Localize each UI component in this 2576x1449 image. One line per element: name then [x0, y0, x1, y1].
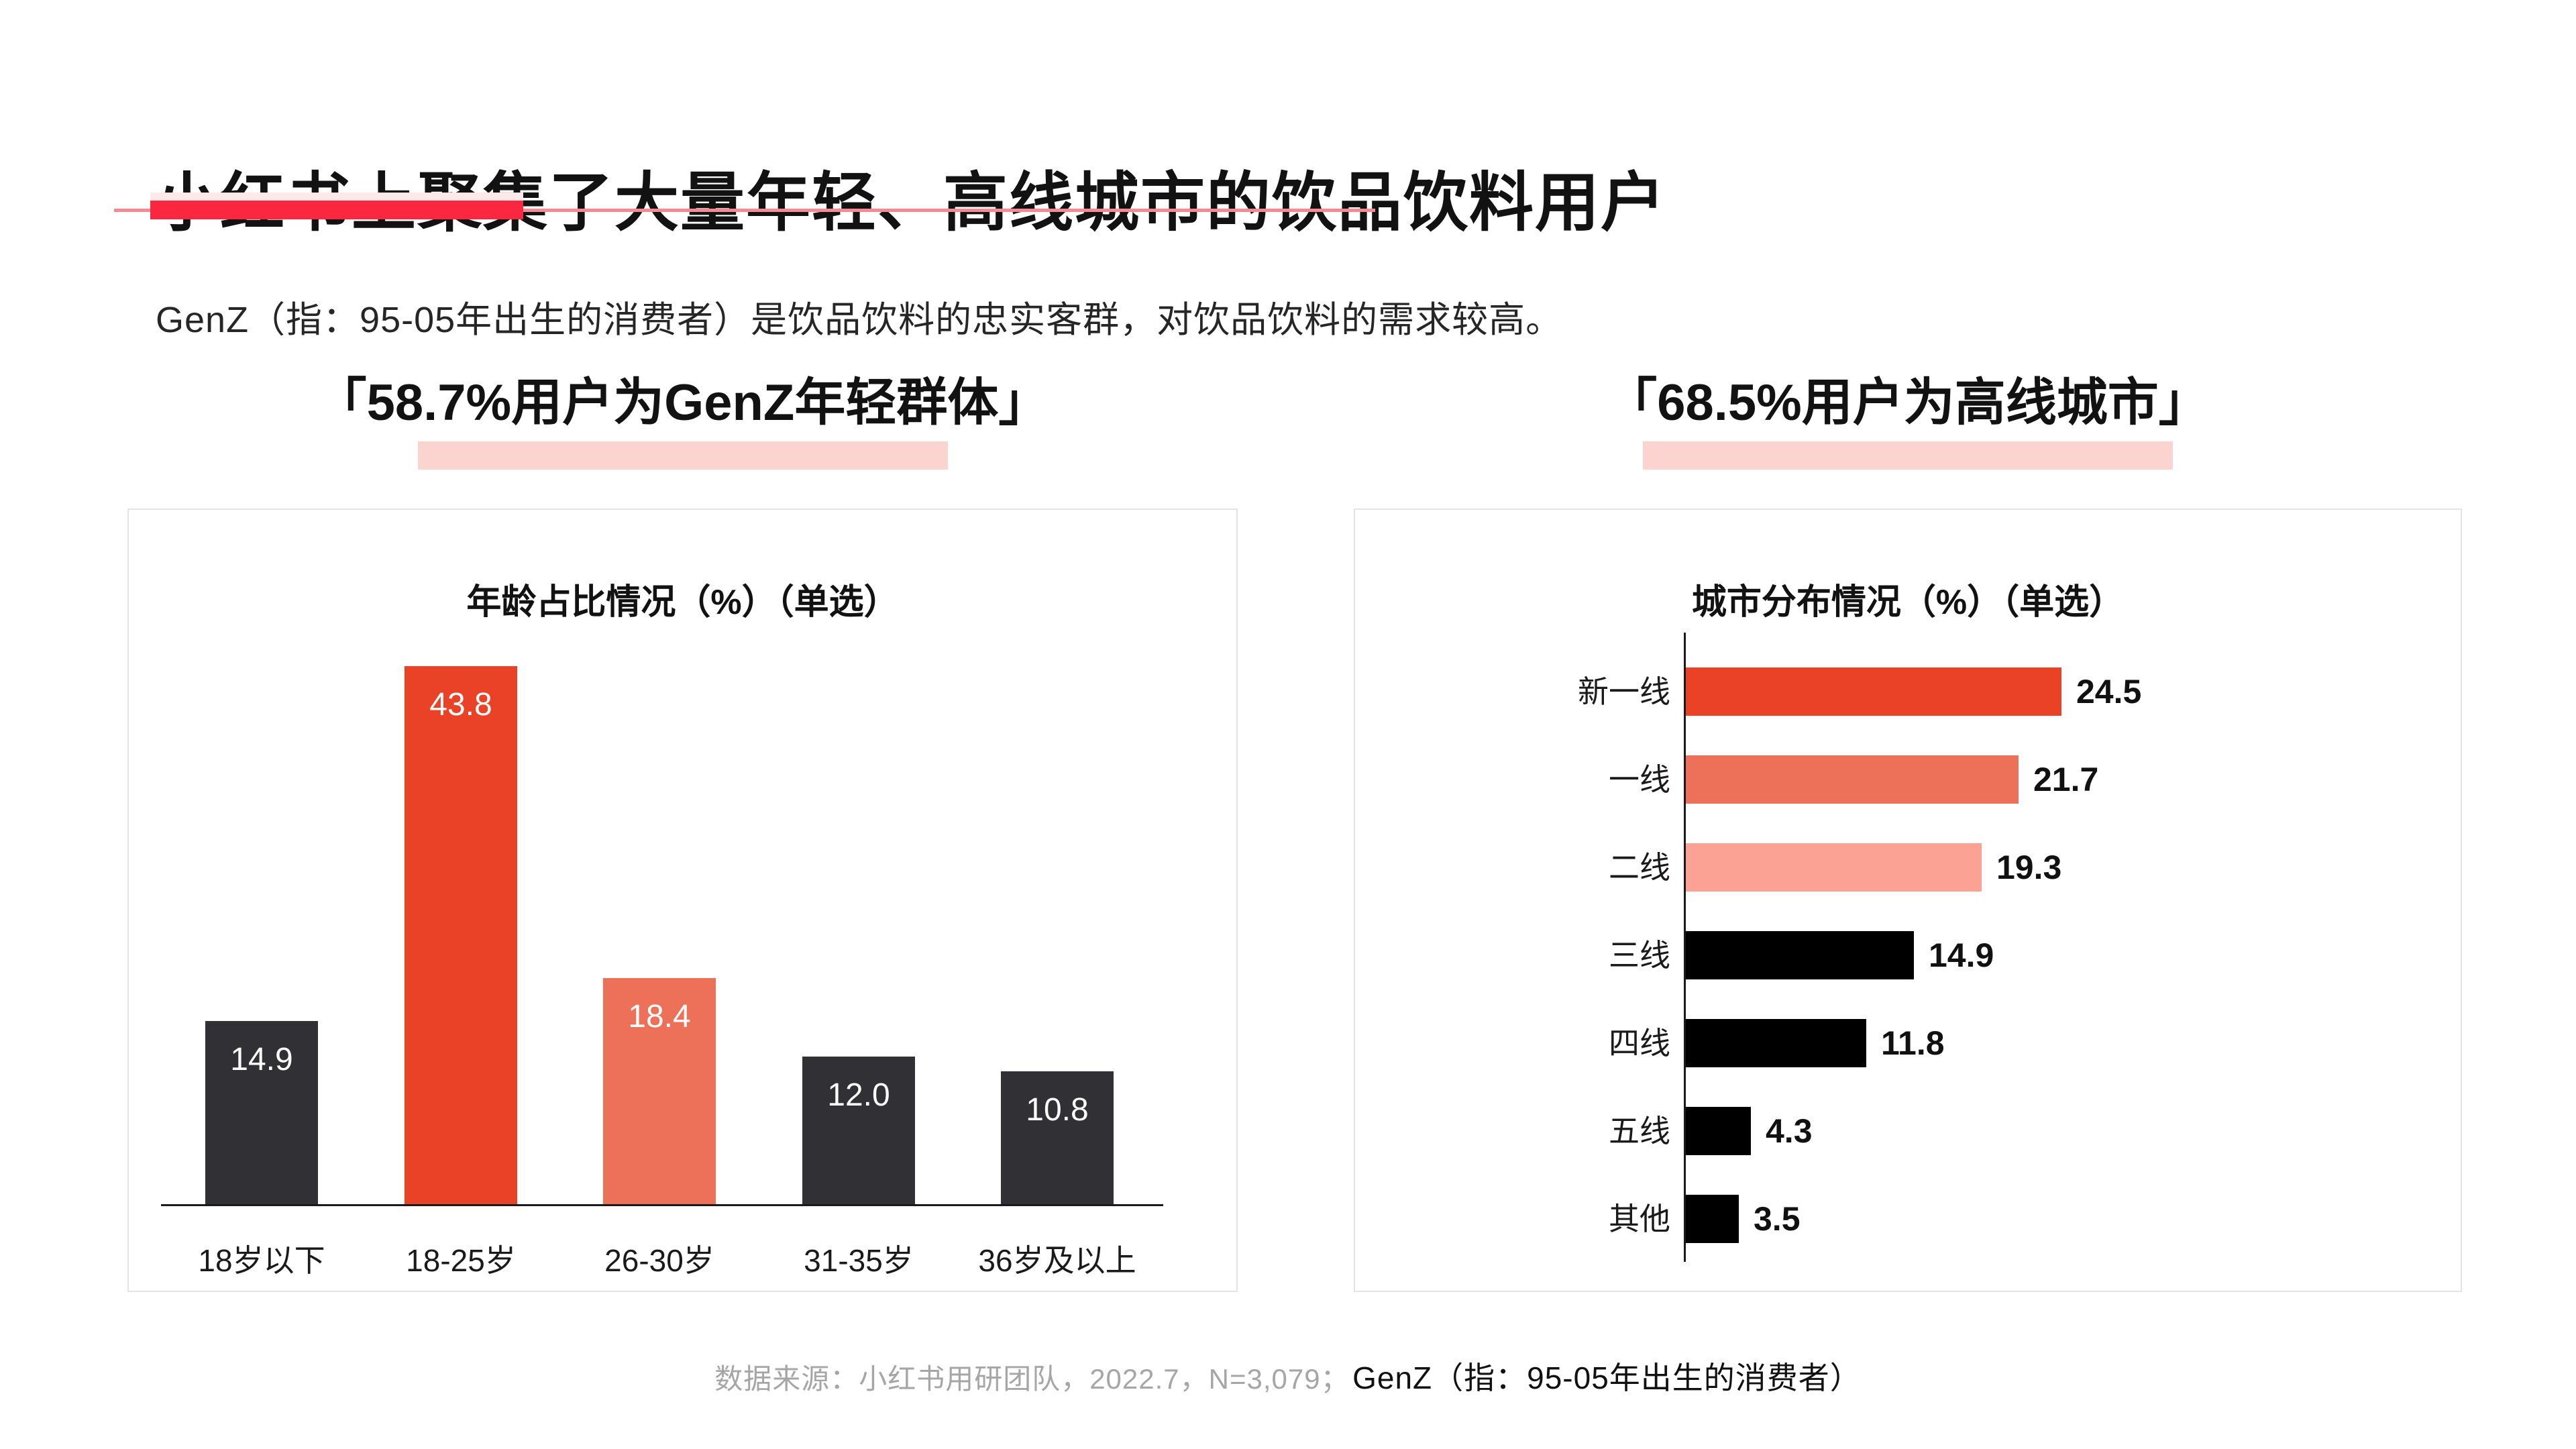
- city-bar: [1685, 1195, 1739, 1243]
- data-source-text: 数据来源：小红书用研团队，2022.7，N=3,079；: [714, 1363, 1350, 1395]
- city-category-label: 一线: [1609, 762, 1670, 797]
- city-bar-value-label: 21.7: [2033, 761, 2099, 798]
- footer: 数据来源：小红书用研团队，2022.7，N=3,079； GenZ（指：95-0…: [0, 1354, 2576, 1398]
- city-bar-value-label: 14.9: [1929, 936, 1994, 974]
- age-chart-title: 年龄占比情况（%）（单选）: [466, 583, 899, 622]
- age-bar-value-label: 43.8: [429, 687, 492, 722]
- age-bar: 12.0: [802, 1057, 915, 1204]
- city-category-label: 新一线: [1578, 674, 1670, 709]
- right-stat-heading-text: 「68.5%用户为高线城市」: [1606, 374, 2210, 431]
- city-bar: [1685, 755, 2019, 804]
- age-category-label: 36岁及以上: [978, 1243, 1136, 1278]
- age-bar-value-label: 14.9: [230, 1042, 293, 1077]
- city-bar-chart: 新一线 24.5 一线 21.7 二线 19.3 三线 14.9 四线 11.8 五线 4.3 其他 3.…: [1355, 510, 2461, 1291]
- city-bar: [1685, 667, 2061, 716]
- city-bar-value-label: 3.5: [1754, 1200, 1801, 1238]
- subtitle: GenZ（指：95-05年出生的消费者）是饮品饮料的忠实客群，对饮品饮料的需求较…: [156, 300, 1563, 340]
- city-category-label: 三线: [1609, 938, 1670, 973]
- left-stat-heading-text: 「58.7%用户为GenZ年轻群体」: [315, 374, 1050, 431]
- title-underline-glow: [150, 193, 523, 201]
- age-chart-x-axis-line: [161, 1204, 1163, 1206]
- age-bar-value-label: 12.0: [827, 1077, 890, 1113]
- age-category-label: 31-35岁: [804, 1243, 914, 1278]
- city-bar-value-label: 11.8: [1881, 1024, 1945, 1062]
- city-chart-title: 城市分布情况（%）（单选）: [1691, 583, 2125, 622]
- age-chart-panel: 年龄占比情况（%）（单选） 14.9 18岁以下 43.8 18-25岁 18.4 26-…: [127, 508, 1238, 1292]
- city-chart-y-axis-line: [1684, 633, 1686, 1262]
- title-underline-thick: [150, 201, 523, 219]
- age-bar-value-label: 10.8: [1026, 1092, 1089, 1128]
- left-stat-heading-highlight: [417, 441, 948, 470]
- city-chart-panel: 城市分布情况（%）（单选） 新一线 24.5 一线 21.7 二线 19.3 三线 14.9 四…: [1354, 508, 2462, 1292]
- age-bar: 43.8: [405, 666, 517, 1204]
- city-category-label: 其他: [1609, 1201, 1670, 1236]
- age-bar-chart: 14.9 18岁以下 43.8 18-25岁 18.4 26-30岁 12.0 31-35岁 1…: [129, 510, 1236, 1291]
- city-bar: [1685, 1019, 1866, 1067]
- age-category-label: 18岁以下: [198, 1243, 325, 1278]
- age-category-label: 18-25岁: [406, 1243, 516, 1278]
- city-bar-value-label: 19.3: [1996, 849, 2062, 886]
- age-bar-value-label: 18.4: [628, 999, 691, 1034]
- city-bar-value-label: 24.5: [2076, 673, 2142, 710]
- genz-definition-text: GenZ（指：95-05年出生的消费者）: [1352, 1360, 1862, 1395]
- city-category-label: 四线: [1609, 1026, 1670, 1061]
- city-category-label: 二线: [1609, 850, 1670, 885]
- city-category-label: 五线: [1609, 1114, 1670, 1148]
- age-bar: 10.8: [1001, 1071, 1114, 1204]
- age-bar: 14.9: [205, 1021, 318, 1204]
- city-bar: [1685, 931, 1914, 979]
- left-stat-heading: 「58.7%用户为GenZ年轻群体」: [127, 361, 1238, 470]
- age-bar: 18.4: [603, 978, 716, 1204]
- city-bar: [1685, 843, 1982, 892]
- city-bar: [1685, 1107, 1751, 1155]
- right-stat-heading-highlight: [1643, 441, 2173, 470]
- title-underline-thin: [114, 209, 1375, 212]
- age-category-label: 26-30岁: [604, 1243, 714, 1278]
- city-bar-value-label: 4.3: [1766, 1112, 1813, 1150]
- right-stat-heading: 「68.5%用户为高线城市」: [1354, 361, 2462, 470]
